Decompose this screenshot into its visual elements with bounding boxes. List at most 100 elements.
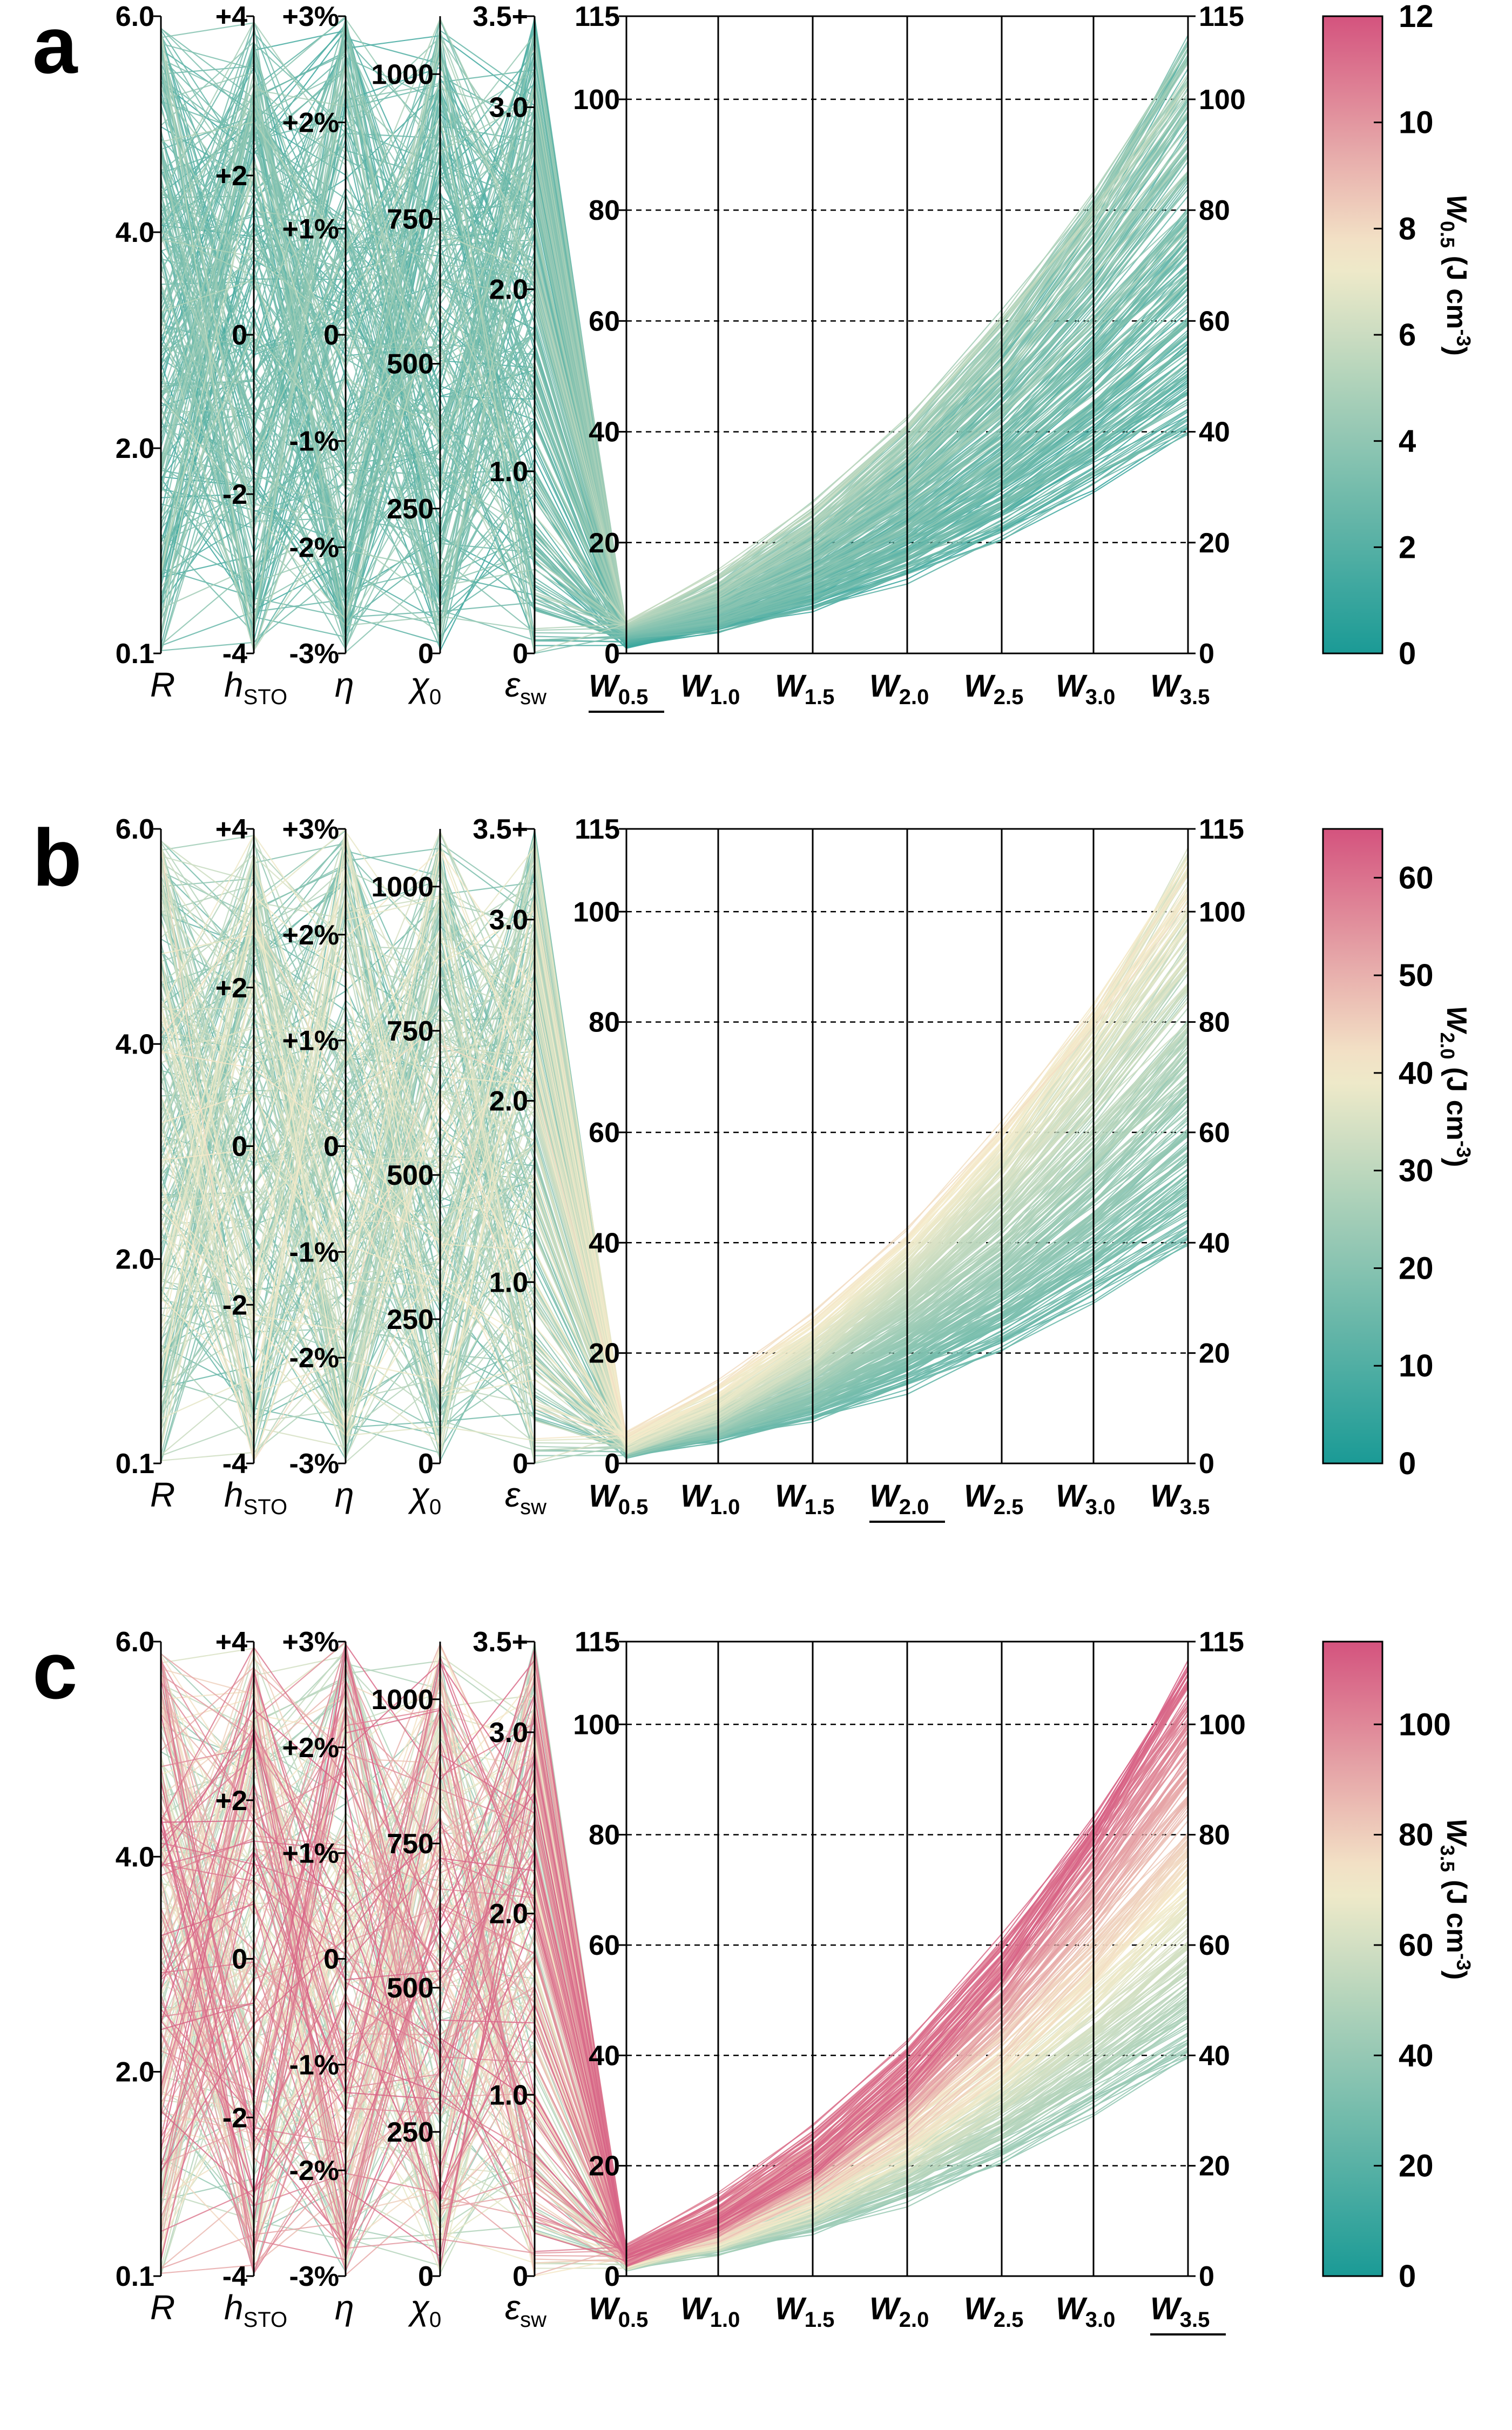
axis-label-W0.5: W0.5 bbox=[589, 669, 648, 709]
tick-label: 115 bbox=[1199, 814, 1244, 845]
tick-label: 100 bbox=[573, 1709, 620, 1740]
tick-label: -3% bbox=[289, 2261, 339, 2292]
sample-line bbox=[160, 1643, 1189, 2253]
tick-label: 6.0 bbox=[116, 814, 154, 845]
tick-label: 1.0 bbox=[489, 456, 528, 488]
tick-label: 115 bbox=[1199, 1, 1244, 32]
sample-line bbox=[160, 1651, 1189, 2259]
colorbar-tick-label: 2 bbox=[1399, 530, 1416, 565]
sample-line bbox=[160, 31, 1189, 625]
sample-line bbox=[160, 70, 1189, 637]
colorbar-tick-label: 8 bbox=[1399, 211, 1416, 246]
tick-label: 0 bbox=[323, 1944, 339, 1975]
tick-label: 0 bbox=[604, 2261, 620, 2292]
tick-label: 0 bbox=[1199, 638, 1214, 670]
panel-letter: c bbox=[32, 1625, 77, 1716]
tick-label: 20 bbox=[1199, 2151, 1230, 2182]
tick-label: 2.0 bbox=[116, 1244, 154, 1275]
tick-label: 1000 bbox=[371, 1684, 434, 1716]
tick-label: 4.0 bbox=[116, 217, 154, 248]
axis-label-eta: η bbox=[335, 2288, 354, 2327]
tick-label: 60 bbox=[1199, 306, 1230, 337]
tick-label: 3.0 bbox=[489, 92, 528, 124]
tick-label: 115 bbox=[575, 1, 620, 32]
tick-label: -2 bbox=[222, 479, 247, 510]
tick-label: 500 bbox=[387, 349, 434, 380]
sample-line bbox=[160, 73, 1189, 624]
axis-label-W2.0: W2.0 bbox=[869, 2291, 929, 2332]
tick-label: 3.5+ bbox=[473, 814, 528, 845]
tick-label: -1% bbox=[289, 1237, 339, 1268]
tick-label: +3% bbox=[282, 814, 339, 845]
sample-line bbox=[160, 846, 1189, 1462]
tick-label: 2.0 bbox=[489, 1899, 528, 1930]
axis-label-W3.5: W3.5 bbox=[1150, 1479, 1210, 1519]
sample-line bbox=[160, 897, 1189, 1463]
tick-label: 80 bbox=[1199, 195, 1230, 226]
tick-label: 100 bbox=[1199, 1709, 1246, 1740]
tick-label: +2% bbox=[282, 1732, 339, 1764]
tick-label: +2% bbox=[282, 920, 339, 951]
tick-label: 3.0 bbox=[489, 905, 528, 936]
axis-label-W3.0: W3.0 bbox=[1056, 2291, 1115, 2332]
sample-line bbox=[160, 21, 1189, 628]
tick-label: -3% bbox=[289, 638, 339, 670]
axis-label-R: R bbox=[150, 665, 175, 704]
axis-label-R: R bbox=[150, 2288, 175, 2327]
axis-label-W1.5: W1.5 bbox=[775, 669, 834, 709]
tick-label: 0 bbox=[1199, 1448, 1214, 1480]
colorbar-title: W2.0 (J cm-3) bbox=[1436, 1006, 1475, 1167]
tick-label: 6.0 bbox=[116, 1, 154, 32]
tick-label: -3% bbox=[289, 1448, 339, 1480]
tick-label: 250 bbox=[387, 2117, 434, 2148]
tick-label: 0 bbox=[232, 320, 247, 351]
tick-label: +1% bbox=[282, 213, 339, 245]
tick-label: 750 bbox=[387, 204, 434, 235]
sample-line bbox=[160, 1669, 1189, 2262]
tick-label: +2 bbox=[215, 160, 247, 192]
colorbar-tick-label: 100 bbox=[1399, 1707, 1451, 1742]
tick-label: 100 bbox=[573, 84, 620, 116]
tick-label: +3% bbox=[282, 1626, 339, 1658]
colorbar-title: W3.5 (J cm-3) bbox=[1436, 1819, 1475, 1980]
tick-label: 2.0 bbox=[489, 274, 528, 306]
tick-label: 0.1 bbox=[116, 2261, 154, 2292]
axis-label-W3.5: W3.5 bbox=[1150, 669, 1210, 709]
sample-line bbox=[160, 1662, 1189, 2254]
panel-letter: a bbox=[32, 0, 78, 90]
colorbar-tick-label: 12 bbox=[1399, 0, 1434, 34]
tick-label: -4 bbox=[222, 1448, 247, 1480]
colorbar-tick-label: 0 bbox=[1399, 636, 1416, 671]
tick-label: 80 bbox=[1199, 1007, 1230, 1038]
sample-line bbox=[160, 910, 1189, 1449]
sample-line bbox=[160, 1674, 1189, 2266]
sample-line bbox=[160, 35, 1189, 626]
tick-label: 0 bbox=[512, 1448, 528, 1480]
tick-label: 750 bbox=[387, 1016, 434, 1047]
tick-label: 1000 bbox=[371, 59, 434, 90]
tick-label: 0 bbox=[604, 638, 620, 670]
tick-label: 0 bbox=[512, 638, 528, 670]
tick-label: 0 bbox=[232, 1944, 247, 1975]
colorbar-tick-label: 50 bbox=[1399, 958, 1434, 993]
tick-label: 80 bbox=[1199, 1820, 1230, 1851]
tick-label: 100 bbox=[573, 896, 620, 928]
tick-label: 40 bbox=[589, 1227, 620, 1259]
tick-label: +3% bbox=[282, 1, 339, 32]
sample-line bbox=[160, 55, 1189, 653]
sample-line bbox=[160, 231, 1189, 628]
colorbar-tick-label: 30 bbox=[1399, 1153, 1434, 1189]
sample-line bbox=[160, 840, 1189, 1456]
axis-label-chi0: χ0 bbox=[408, 665, 441, 709]
tick-label: -1% bbox=[289, 426, 339, 457]
axis-label-eta: η bbox=[335, 665, 354, 704]
sample-line bbox=[160, 85, 1189, 623]
sample-line bbox=[160, 885, 1189, 1439]
sample-line bbox=[160, 138, 1189, 625]
sample-line bbox=[160, 1665, 1189, 2257]
tick-label: +2 bbox=[215, 973, 247, 1004]
tick-label: +2% bbox=[282, 107, 339, 139]
sample-lines bbox=[160, 15, 1189, 654]
axis-label-W0.5: W0.5 bbox=[589, 1479, 648, 1519]
